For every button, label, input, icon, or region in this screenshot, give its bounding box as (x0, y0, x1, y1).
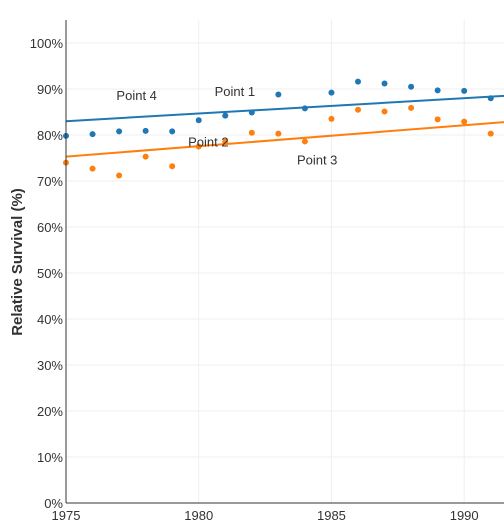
data-point (328, 115, 335, 122)
data-point (301, 138, 308, 145)
annotations: Point 1 Point 4 Point 2 Point 3 (116, 84, 337, 168)
data-point (142, 127, 149, 134)
y-tick-label: 90% (37, 82, 63, 97)
data-point (301, 105, 308, 112)
annotation-label: Point 1 (215, 84, 255, 99)
y-tick-label: 50% (37, 266, 63, 281)
data-point (487, 95, 494, 102)
data-point (248, 109, 255, 116)
data-point (408, 104, 415, 111)
data-point (461, 87, 468, 94)
data-points (63, 78, 494, 179)
y-tick-label: 20% (37, 404, 63, 419)
x-tick-label: 1985 (317, 508, 346, 523)
y-tick-label: 100% (30, 36, 64, 51)
trend-line (65, 94, 504, 123)
data-point (275, 130, 282, 137)
x-tick-label: 1980 (184, 508, 213, 523)
data-point (328, 89, 335, 96)
data-point (89, 165, 96, 172)
annotation-label: Point 2 (188, 135, 228, 150)
data-point (355, 106, 361, 113)
y-tick-label: 60% (37, 220, 63, 235)
y-tick-label: 80% (37, 128, 63, 143)
data-point (222, 112, 229, 119)
gridlines (66, 20, 504, 503)
data-point (381, 80, 388, 87)
data-point (116, 172, 123, 179)
data-point (169, 128, 176, 135)
x-tick-label: 1975 (52, 508, 81, 523)
data-point (275, 91, 282, 98)
data-point (116, 128, 123, 135)
y-tick-label: 0% (44, 496, 63, 511)
data-point (461, 118, 468, 125)
trend-lines (65, 94, 504, 158)
data-point (222, 138, 229, 145)
data-point (89, 131, 96, 138)
axes: 0% 10% 20% 30% 40% 50% 60% 70% 80% 90% 100% 1975 198… (30, 20, 504, 523)
data-point (195, 143, 202, 150)
x-tick-label: 1990 (450, 508, 479, 523)
data-point (169, 163, 176, 170)
data-point (381, 108, 388, 115)
data-point (408, 83, 415, 90)
data-point (355, 78, 361, 85)
data-point (434, 116, 441, 123)
y-tick-label: 40% (37, 312, 63, 327)
trend-line (65, 121, 504, 158)
data-point (142, 153, 149, 160)
annotation-label: Point 3 (297, 152, 337, 167)
annotation-label: Point 4 (116, 88, 156, 103)
data-point (434, 87, 441, 94)
y-tick-label: 30% (37, 358, 63, 373)
y-axis-label: Relative Survival (%) (9, 188, 26, 336)
data-point (195, 117, 202, 124)
data-point (487, 130, 494, 137)
y-tick-label: 70% (37, 174, 63, 189)
y-tick-label: 10% (37, 450, 63, 465)
data-point (248, 129, 255, 136)
